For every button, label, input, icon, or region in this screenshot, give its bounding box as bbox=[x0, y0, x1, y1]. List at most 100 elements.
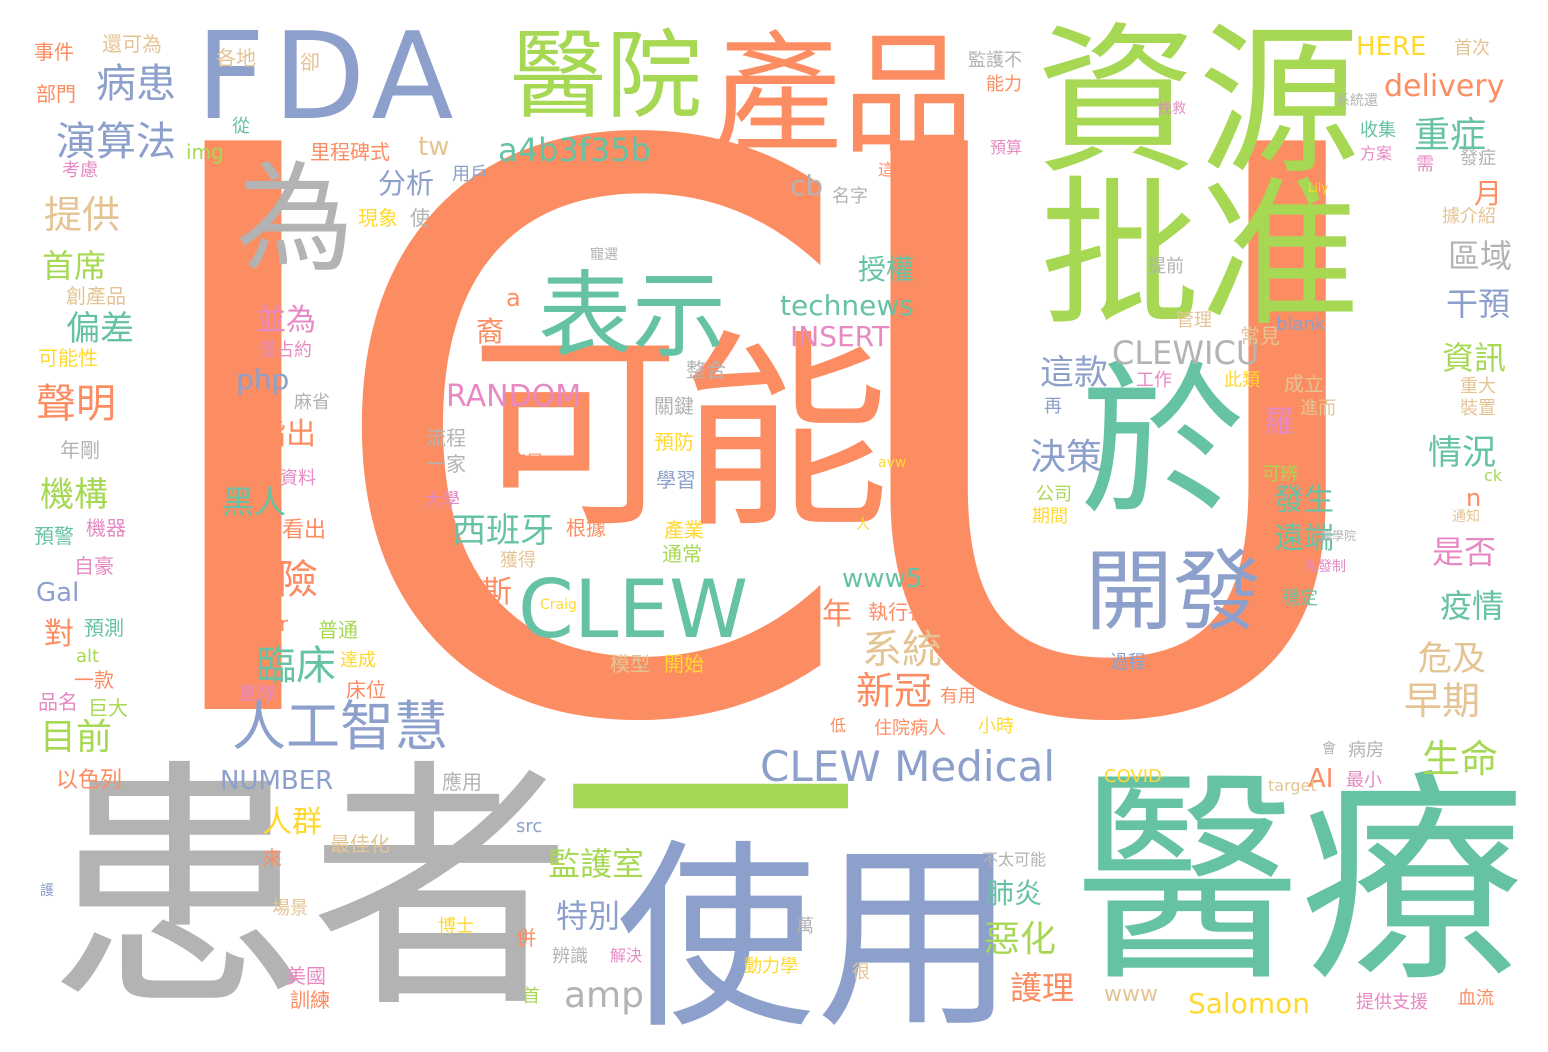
word: 發症 bbox=[1460, 150, 1496, 168]
word: 訓練 bbox=[290, 990, 330, 1010]
word: 重大 bbox=[1460, 378, 1496, 396]
word: RANDOM bbox=[446, 382, 581, 412]
word: 穩定 bbox=[1282, 590, 1318, 608]
word: 醫學院 bbox=[1320, 530, 1356, 542]
word: 併 bbox=[516, 928, 536, 948]
word: 提供 bbox=[44, 196, 120, 234]
word: 病患 bbox=[96, 64, 176, 104]
word: 干預 bbox=[1446, 288, 1510, 320]
word: 斯 bbox=[482, 578, 512, 608]
word: delivery bbox=[1384, 72, 1504, 102]
word: target bbox=[1268, 778, 1317, 794]
word: 人工智慧 bbox=[232, 700, 448, 754]
word: 博士 bbox=[438, 918, 474, 936]
word: 萬 bbox=[796, 918, 814, 936]
word: 開始 bbox=[664, 654, 704, 674]
word: 管理 bbox=[1176, 312, 1212, 330]
word: 首 bbox=[522, 988, 540, 1006]
word: 偏差 bbox=[66, 312, 134, 346]
word: 工作 bbox=[1136, 372, 1172, 390]
word: 裔 bbox=[476, 318, 504, 346]
word: 使 bbox=[410, 208, 430, 228]
word: 機器 bbox=[86, 518, 126, 538]
word: 羅 bbox=[1264, 408, 1294, 438]
word: 月 bbox=[1474, 180, 1502, 208]
word: 普通 bbox=[318, 620, 358, 640]
word: 床位 bbox=[346, 680, 386, 700]
word: 過程 bbox=[1110, 654, 1146, 672]
word: 預算 bbox=[990, 140, 1022, 156]
word: 監護不 bbox=[968, 52, 1022, 70]
word: 使用 bbox=[616, 840, 1016, 1040]
word: 預防 bbox=[654, 432, 694, 452]
word: 進而 bbox=[1300, 400, 1336, 418]
word: 疫情 bbox=[1440, 590, 1504, 622]
word: 考慮 bbox=[62, 162, 98, 180]
word: 先發制 bbox=[1304, 560, 1346, 574]
word: 創產品 bbox=[66, 286, 126, 306]
word: 是否 bbox=[1432, 536, 1496, 568]
word: 再 bbox=[1044, 398, 1062, 416]
word: 風險 bbox=[238, 560, 318, 600]
word: 監護室 bbox=[548, 848, 644, 880]
word: 系統 bbox=[862, 630, 942, 670]
word: n bbox=[1466, 486, 1481, 510]
word: 從 bbox=[232, 118, 250, 136]
word: 現象 bbox=[358, 208, 398, 228]
word: 病房 bbox=[1348, 742, 1384, 760]
word: 情況 bbox=[1428, 436, 1496, 470]
word: 常見 bbox=[1240, 326, 1280, 346]
word: 惡化 bbox=[984, 922, 1056, 958]
word: amp bbox=[564, 978, 644, 1014]
word: a bbox=[506, 286, 521, 310]
word: 發生 bbox=[1274, 486, 1334, 516]
word: 模型 bbox=[610, 654, 650, 674]
word: 區域 bbox=[1448, 240, 1512, 272]
word: 團隊 bbox=[240, 686, 276, 704]
word: www5 bbox=[842, 566, 922, 592]
word: 需 bbox=[1416, 156, 1434, 174]
word: 寵選 bbox=[590, 248, 618, 262]
word: blank bbox=[1276, 316, 1325, 334]
word: 美國 bbox=[286, 966, 326, 986]
word: 住院病人 bbox=[874, 720, 946, 738]
word: 看出 bbox=[282, 520, 326, 542]
word: 根據 bbox=[566, 518, 606, 538]
word: 並為 bbox=[256, 306, 316, 336]
word: 產業 bbox=[664, 520, 704, 540]
word: 學習 bbox=[656, 470, 696, 490]
word: 收集 bbox=[1360, 122, 1396, 140]
word: 據介紹 bbox=[1442, 208, 1496, 226]
word: 聲明 bbox=[36, 384, 116, 424]
word: 決策 bbox=[1030, 440, 1102, 476]
word: 授權 bbox=[858, 256, 914, 284]
word: COVID bbox=[1104, 768, 1162, 786]
word: 為 bbox=[236, 160, 354, 278]
word: 低 bbox=[830, 718, 846, 734]
word: CLEW Medical bbox=[760, 746, 1055, 788]
word: 年 bbox=[822, 600, 852, 630]
word: 自豪 bbox=[74, 556, 114, 576]
word: 事件 bbox=[34, 42, 74, 62]
word: 資源 bbox=[1036, 22, 1360, 184]
word: 用戶 bbox=[452, 166, 488, 184]
word: 通常 bbox=[662, 544, 702, 564]
word: 臨床 bbox=[256, 646, 336, 686]
word: NUMBER bbox=[220, 768, 333, 794]
word: 首次 bbox=[1454, 40, 1490, 58]
word: ck bbox=[1484, 468, 1502, 484]
word: tw bbox=[418, 134, 449, 160]
word: 人群 bbox=[262, 808, 322, 838]
word: 分析 bbox=[378, 170, 434, 198]
word: 還可為 bbox=[102, 34, 162, 54]
word: 解決 bbox=[610, 948, 642, 964]
word: 不太可能 bbox=[982, 852, 1046, 868]
word: 緊張 bbox=[552, 650, 592, 670]
word: src bbox=[516, 818, 542, 836]
word: 資料 bbox=[280, 470, 316, 488]
word: 醫療 bbox=[1075, 770, 1525, 995]
word: 年剛 bbox=[60, 440, 100, 460]
word: technews bbox=[780, 292, 914, 320]
word: www bbox=[1104, 984, 1158, 1006]
word: 演算法 bbox=[56, 122, 176, 162]
